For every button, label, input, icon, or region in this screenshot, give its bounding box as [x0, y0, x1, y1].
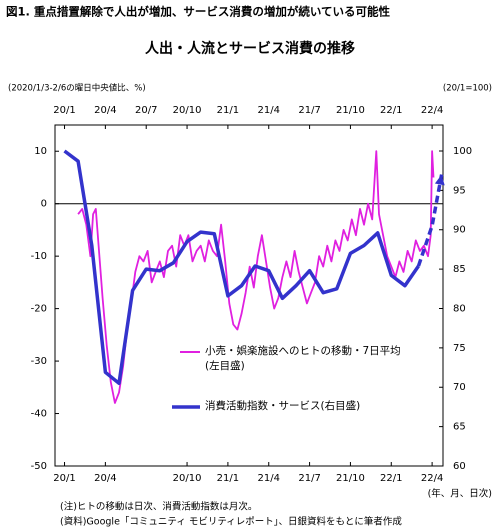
x-tick-label: 20/4	[94, 105, 116, 116]
x-tick-label: 21/10	[336, 473, 365, 484]
y2-tick-label: 90	[453, 225, 466, 236]
series-line	[77, 150, 435, 404]
plot-frame	[54, 124, 444, 467]
legend-label: 小売・娯楽施設へのヒトの移動・7日平均 (左目盛)	[205, 345, 401, 372]
y-tick-label: -30	[31, 356, 47, 367]
note: (注)ヒトの移動は日次、消費活動指数は月次。	[60, 501, 257, 513]
series-line	[63, 149, 420, 386]
figure-title: 図1. 重点措置解除で人出が増加、サービス消費の増加が続いている可能性	[6, 5, 391, 19]
y-tick-label: -40	[31, 409, 47, 420]
note: (資料)Google「コミュニティ モビリティレポート」、日銀資料をもとに筆者作…	[60, 516, 402, 528]
y2-tick-label: 65	[453, 422, 466, 433]
y2-tick-label: 85	[453, 264, 466, 275]
x-tick-label: 20/1	[53, 473, 75, 484]
x-tick-label: 21/7	[298, 105, 320, 116]
y-tick-label: 0	[41, 199, 47, 210]
y2-tick-label: 80	[453, 303, 466, 314]
y2-axis-label: (20/1=100)	[443, 84, 492, 94]
arrow-head	[434, 174, 445, 186]
x-tick-label: 21/7	[298, 473, 320, 484]
x-tick-label: 22/4	[421, 473, 443, 484]
y-tick-label: -10	[31, 251, 47, 262]
x-tick-label: 22/1	[380, 105, 402, 116]
x-tick-label: 20/10	[173, 105, 202, 116]
x-tick-label: 21/4	[258, 105, 280, 116]
legend-label: 消費活動指数・サービス(右目盛)	[205, 400, 361, 412]
series-line-dashed	[416, 174, 444, 267]
x-axis-label: (年、月、日次)	[428, 488, 492, 500]
y2-tick-label: 60	[453, 461, 466, 472]
chart-title: 人出・人流とサービス消費の推移	[145, 40, 355, 57]
y-tick-label: -20	[31, 304, 47, 315]
x-tick-label: 21/1	[217, 105, 239, 116]
y-axis-label: (2020/1/3-2/6の曜日中央値比、%)	[8, 83, 146, 94]
x-tick-label: 21/1	[217, 473, 239, 484]
x-tick-label: 21/4	[258, 473, 280, 484]
y2-tick-label: 75	[453, 343, 466, 354]
y2-tick-label: 95	[453, 185, 466, 196]
x-tick-label: 21/10	[336, 105, 365, 116]
y2-tick-label: 100	[453, 146, 472, 157]
y-tick-label: -50	[31, 461, 47, 472]
x-tick-label: 22/1	[380, 473, 402, 484]
x-tick-label: 20/1	[53, 105, 75, 116]
x-tick-label: 20/7	[135, 105, 157, 116]
y-tick-label: 10	[34, 146, 47, 157]
x-tick-label: 22/4	[421, 105, 443, 116]
x-tick-label: 20/4	[94, 473, 116, 484]
x-tick-label: 20/10	[173, 473, 202, 484]
y2-tick-label: 70	[453, 382, 466, 393]
